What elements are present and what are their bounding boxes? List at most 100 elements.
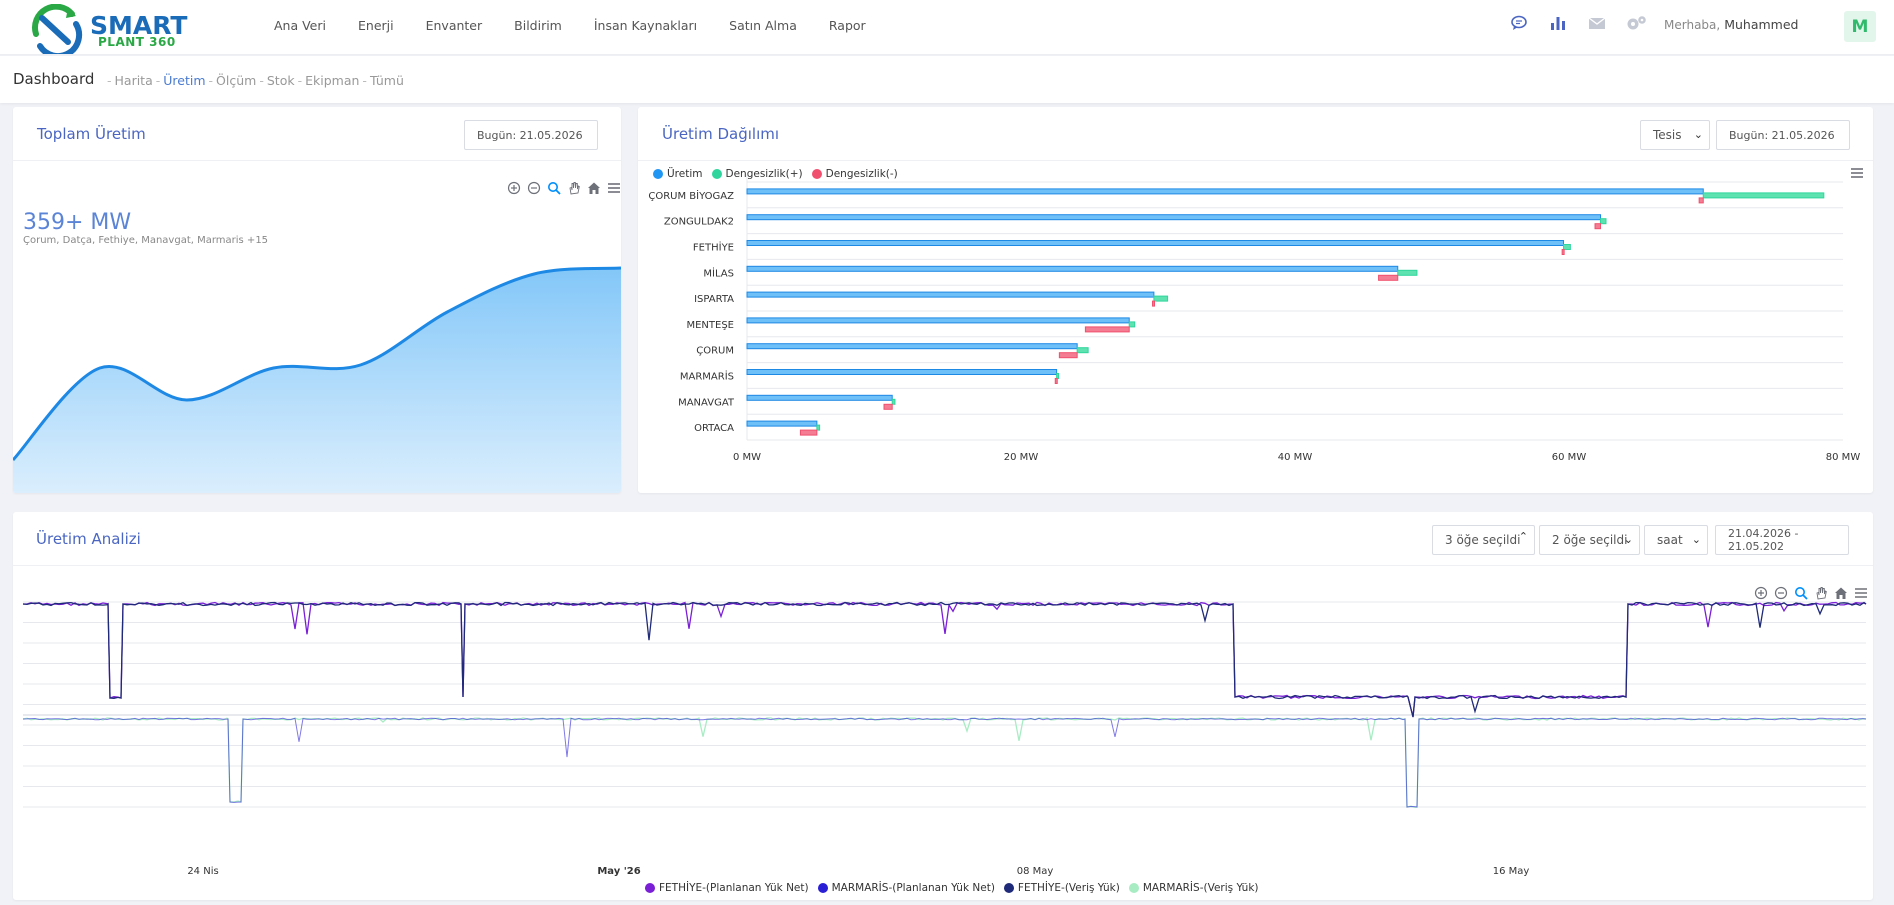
- breadcrumb-stok[interactable]: Stok: [266, 73, 295, 88]
- brand-logo[interactable]: SMART PLANT 360: [28, 3, 187, 60]
- breadcrumb-olcum[interactable]: Ölçüm: [216, 73, 257, 88]
- nav-envanter[interactable]: Envanter: [425, 17, 483, 33]
- legend-dot: [1003, 883, 1014, 893]
- zoom-out-icon[interactable]: [1773, 585, 1788, 600]
- bar-dengesizlik-minus: [799, 429, 818, 436]
- chart-toolbar: [501, 180, 621, 195]
- breadcrumb-tumu[interactable]: Tümü: [369, 73, 404, 88]
- x-tick-label: 20 MW: [1004, 452, 1039, 463]
- nav-enerji[interactable]: Enerji: [358, 17, 394, 33]
- bar-uretim: [746, 214, 1602, 221]
- area-line: [13, 266, 621, 462]
- breadcrumb-bar: Dashboard - Harita - Üretim - Ölçüm - Stok -…: [0, 56, 1894, 103]
- distribution-card: Üretim Dağılımı Tesis ⌄ Bugün: 21.05.202…: [638, 107, 1873, 493]
- legend-item[interactable]: MARMARİS-(Veriş Yük): [1128, 882, 1259, 894]
- legend-dot: [645, 883, 655, 893]
- bar-uretim: [746, 265, 1399, 272]
- zoom-out-icon[interactable]: [526, 180, 541, 195]
- analysis-card: Üretim Analizi 3 öğe seçildi ⌃ 2 öğe seç…: [13, 512, 1873, 900]
- avatar[interactable]: M: [1844, 11, 1876, 42]
- category-label: ISPARTA: [694, 294, 734, 305]
- bar-dengesizlik-plus: [1563, 244, 1571, 250]
- breadcrumb-ekipman[interactable]: Ekipman: [305, 73, 360, 88]
- bar-dengesizlik-minus: [1054, 378, 1058, 384]
- legend-label: Üretim: [667, 168, 703, 180]
- bar-dengesizlik-plus: [1600, 218, 1607, 225]
- category-label: ÇORUM BİYOGAZ: [648, 189, 734, 202]
- legend-label: FETHİYE-(Planlanan Yük Net): [659, 882, 809, 894]
- breadcrumb-uretim[interactable]: Üretim: [163, 73, 206, 88]
- bar-dengesizlik-minus: [1058, 352, 1078, 359]
- pan-hand-icon[interactable]: [566, 180, 581, 195]
- legend-label: MARMARİS-(Planlanan Yük Net): [831, 882, 995, 894]
- menu-icon[interactable]: [606, 180, 621, 195]
- nav-rapor[interactable]: Rapor: [828, 17, 866, 33]
- filter-select-1[interactable]: 3 öğe seçildi ⌃: [1432, 525, 1535, 555]
- nav-bildirim[interactable]: Bildirim: [514, 17, 562, 33]
- card-header: Toplam Üretim Bugün: 21.05.2026: [13, 107, 621, 161]
- mail-icon[interactable]: [1586, 12, 1608, 34]
- category-label: MİLAS: [703, 266, 734, 279]
- x-tick-label: 80 MW: [1826, 452, 1861, 463]
- nav-insan-kaynaklari[interactable]: İnsan Kaynakları: [593, 17, 698, 33]
- breadcrumb: - Harita - Üretim - Ölçüm - Stok - Ekipman -T…: [107, 73, 404, 88]
- legend-dot: [653, 169, 663, 179]
- legend-item[interactable]: Dengesizlik(+): [711, 168, 803, 180]
- legend-item[interactable]: FETHİYE-(Planlanan Yük Net): [645, 882, 809, 894]
- chart-legend: Üretim Dengesizlik(+) Dengesizlik(-): [653, 168, 907, 180]
- menu-icon[interactable]: [1850, 165, 1864, 184]
- date-range-picker[interactable]: 21.04.2026 - 21.05.202: [1715, 525, 1849, 555]
- interval-select[interactable]: saat ⌄: [1644, 525, 1708, 555]
- bar-dengesizlik-minus: [1698, 197, 1704, 204]
- bar-chart-icon[interactable]: [1547, 12, 1569, 34]
- pan-hand-icon[interactable]: [1813, 585, 1828, 600]
- filter-select-2[interactable]: 2 öğe seçildi ⌄: [1539, 525, 1640, 555]
- legend-item[interactable]: FETHİYE-(Veriş Yük): [1003, 882, 1120, 894]
- bar-uretim: [746, 291, 1155, 298]
- magnifier-icon[interactable]: [1793, 585, 1808, 600]
- series-marmaris-planlanan: [22, 717, 1867, 808]
- nav-ana-veri[interactable]: Ana Veri: [274, 17, 326, 33]
- greeting-text: Merhaba,: [1664, 18, 1721, 32]
- brand-name: SMART: [90, 11, 188, 40]
- facility-select[interactable]: Tesis ⌄: [1640, 120, 1710, 150]
- gears-icon[interactable]: [1625, 12, 1647, 34]
- category-label: ORTACA: [694, 423, 734, 434]
- user-greeting[interactable]: Merhaba, Muhammed: [1664, 17, 1798, 32]
- date-picker[interactable]: Bugün: 21.05.2026: [1716, 120, 1850, 150]
- category-label: FETHİYE: [693, 241, 734, 254]
- legend-item[interactable]: Dengesizlik(-): [811, 168, 898, 180]
- analysis-line-chart: 24 Nis May '26 08 May 16 May: [22, 601, 1867, 877]
- chevron-down-icon: ⌄: [1623, 533, 1633, 546]
- home-icon[interactable]: [586, 180, 601, 195]
- breadcrumb-harita[interactable]: Harita: [114, 73, 153, 88]
- zoom-in-icon[interactable]: [506, 180, 521, 195]
- bar-dengesizlik-plus: [816, 424, 821, 431]
- bar-uretim: [746, 317, 1130, 324]
- legend-label: Dengesizlik(+): [725, 168, 803, 180]
- legend-item[interactable]: MARMARİS-(Planlanan Yük Net): [817, 882, 995, 894]
- category-label: MENTEŞE: [686, 320, 734, 331]
- chat-icon[interactable]: [1508, 12, 1530, 34]
- category-label: ZONGULDAK2: [664, 217, 734, 228]
- nav-satin-alma[interactable]: Satın Alma: [729, 17, 797, 33]
- menu-icon[interactable]: [1853, 585, 1868, 600]
- bar-uretim: [746, 240, 1565, 246]
- chevron-down-icon: ⌄: [1691, 533, 1701, 546]
- home-icon[interactable]: [1833, 585, 1848, 600]
- bar-dengesizlik-plus: [1702, 192, 1825, 199]
- zoom-in-icon[interactable]: [1753, 585, 1768, 600]
- bar-dengesizlik-minus: [1378, 274, 1399, 281]
- filter-select-1-value: 3 öğe seçildi: [1445, 533, 1521, 547]
- magnifier-icon[interactable]: [546, 180, 561, 195]
- page-title: Dashboard: [13, 70, 95, 88]
- total-production-card: Toplam Üretim Bugün: 21.05.2026 359+ MW …: [13, 107, 621, 493]
- legend-item[interactable]: Üretim: [653, 168, 703, 180]
- x-tick-label: 24 Nis: [187, 866, 218, 877]
- bar-dengesizlik-plus: [1056, 373, 1060, 379]
- legend-label: FETHİYE-(Veriş Yük): [1017, 882, 1120, 894]
- distribution-bar-chart: ÇORUM BİYOGAZ ZONGULDAK2 FETHİYE MİLAS ISPAR…: [648, 174, 1861, 463]
- x-tick-label: 08 May: [1017, 866, 1054, 877]
- card-header: Üretim Dağılımı Tesis ⌄ Bugün: 21.05.202…: [638, 107, 1873, 161]
- date-picker[interactable]: Bugün: 21.05.2026: [464, 120, 598, 150]
